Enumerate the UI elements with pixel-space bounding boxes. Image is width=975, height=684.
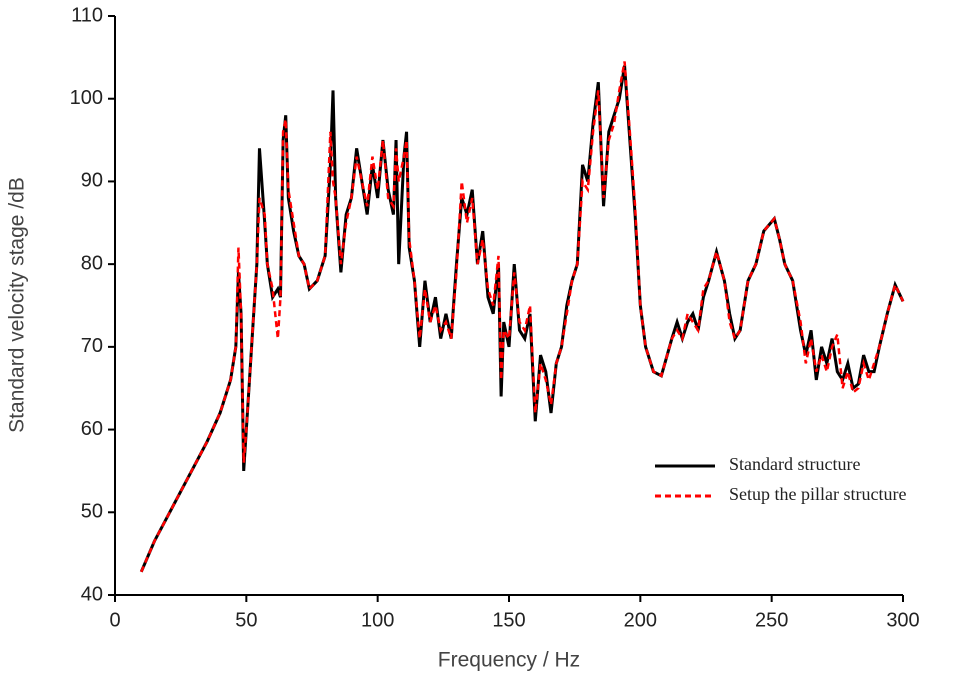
- x-tick-label: 50: [235, 609, 257, 631]
- x-tick-label: 0: [109, 609, 120, 631]
- x-tick-label: 100: [361, 609, 394, 631]
- y-tick-label: 40: [81, 583, 103, 605]
- legend-label: Setup the pillar structure: [729, 484, 906, 504]
- series-line: [140, 61, 905, 573]
- y-tick-label: 80: [81, 252, 103, 274]
- y-tick-label: 110: [71, 4, 103, 26]
- x-tick-label: 300: [886, 609, 919, 631]
- y-tick-label: 60: [81, 418, 103, 440]
- x-axis-label: Frequency / Hz: [438, 649, 580, 672]
- x-tick-label: 250: [755, 609, 788, 631]
- legend-label: Standard structure: [729, 454, 860, 474]
- y-tick-label: 90: [81, 170, 103, 192]
- y-tick-label: 50: [81, 501, 103, 523]
- y-axis-label: Standard velocity stage /dB: [6, 177, 29, 433]
- y-tick-label: 100: [70, 87, 103, 109]
- y-tick-label: 70: [81, 335, 103, 357]
- x-tick-label: 150: [492, 609, 525, 631]
- x-tick-label: 200: [624, 609, 657, 631]
